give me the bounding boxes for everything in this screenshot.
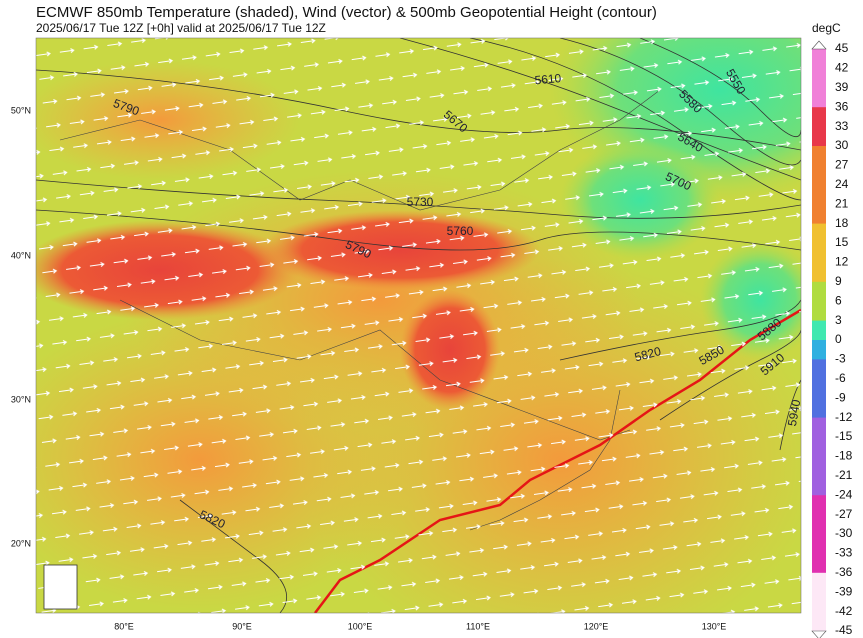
colorbar-unit: degC <box>812 21 841 35</box>
colorbar-swatch <box>812 378 826 399</box>
colorbar-tick-label: 42 <box>835 61 849 75</box>
title: ECMWF 850mb Temperature (shaded), Wind (… <box>36 4 657 21</box>
colorbar-tick-label: 12 <box>835 255 849 269</box>
contour-label: 5820 <box>633 344 663 365</box>
colorbar-swatch <box>812 495 826 516</box>
colorbar-tick-label: -27 <box>835 507 853 521</box>
colorbar-swatch <box>812 301 826 322</box>
contour-label: 5730 <box>407 195 434 209</box>
colorbar-swatch <box>812 592 826 613</box>
longitude-label: 100°E <box>348 621 373 631</box>
colorbar-swatch <box>812 437 826 457</box>
colorbar-swatch <box>812 340 826 360</box>
colorbar-swatch <box>812 126 826 147</box>
longitude-label: 110°E <box>466 621 490 631</box>
colorbar-tick-label: -42 <box>835 604 853 618</box>
colorbar-tick-label: 36 <box>835 99 849 113</box>
colorbar-tick-label: 24 <box>835 177 849 191</box>
colorbar-tick-label: -33 <box>835 546 853 560</box>
colorbar-cap <box>811 40 827 50</box>
latitude-label: 50°N <box>11 105 31 115</box>
colorbar-tick-label: 33 <box>835 119 849 133</box>
latitude-label: 20°N <box>11 538 31 548</box>
colorbar-swatch <box>812 165 826 186</box>
colorbar-tick-label: 6 <box>835 293 842 307</box>
colorbar-swatch <box>812 514 826 535</box>
colorbar-tick-label: 30 <box>835 138 849 152</box>
colorbar-swatch <box>812 417 826 438</box>
colorbar-swatch <box>812 49 826 69</box>
colorbar-swatch <box>812 534 826 554</box>
longitude-label: 80°E <box>114 621 134 631</box>
colorbar-tick-label: -12 <box>835 410 853 424</box>
colorbar-swatch <box>812 243 826 263</box>
colorbar-swatch <box>812 320 826 341</box>
longitude-label: 90°E <box>232 621 252 631</box>
colorbar-swatch <box>812 107 826 128</box>
colorbar-swatch <box>812 553 826 574</box>
colorbar-tick-label: -24 <box>835 487 853 501</box>
colorbar-tick-label: -45 <box>835 623 853 637</box>
colorbar-tick-label: 21 <box>835 196 849 210</box>
colorbar-tick-label: -36 <box>835 565 853 579</box>
colorbar-tick-label: 9 <box>835 274 842 288</box>
colorbar-swatch <box>812 398 826 419</box>
contour-label: 5940 <box>785 398 803 427</box>
colorbar-tick-label: 0 <box>835 332 842 346</box>
colorbar-tick-label: 39 <box>835 80 849 94</box>
colorbar-swatch <box>812 184 826 205</box>
colorbar-tick-label: 15 <box>835 235 849 249</box>
colorbar-swatch <box>812 456 826 477</box>
colorbar-swatch <box>812 572 826 593</box>
colorbar-swatch <box>812 146 826 166</box>
colorbar-tick-label: -18 <box>835 449 853 463</box>
colorbar-tick-label: 3 <box>835 313 842 327</box>
colorbar-swatch <box>812 611 826 632</box>
latitude-label: 30°N <box>11 394 31 404</box>
colorbar-tick-label: 27 <box>835 158 849 172</box>
colorbar-swatch <box>812 262 826 283</box>
longitude-label: 130°E <box>702 621 727 631</box>
longitude-label: 120°E <box>584 621 609 631</box>
colorbar-swatch <box>812 223 826 244</box>
contour-label: 5610 <box>534 71 562 87</box>
colorbar-tick-label: -21 <box>835 468 853 482</box>
colorbar-tick-label: -30 <box>835 526 853 540</box>
colorbar-swatch <box>812 68 826 89</box>
latitude-label: 40°N <box>11 250 31 260</box>
contour-label: 5760 <box>447 224 474 238</box>
colorbar-tick-label: -3 <box>835 352 846 366</box>
colorbar-tick-label: -6 <box>835 371 846 385</box>
colorbar-tick-label: -15 <box>835 429 853 443</box>
colorbar-swatch <box>812 281 826 302</box>
subtitle: 2025/06/17 Tue 12Z [+0h] valid at 2025/0… <box>36 21 326 35</box>
colorbar-tick-label: -9 <box>835 390 846 404</box>
colorbar-swatch <box>812 204 826 225</box>
colorbar-tick-label: 18 <box>835 216 849 230</box>
colorbar-tick-label: -39 <box>835 584 853 598</box>
colorbar-swatch <box>812 359 826 380</box>
colorbar-tick-label: 45 <box>835 41 849 55</box>
colorbar-swatch <box>812 475 826 496</box>
colorbar-cap <box>811 630 827 638</box>
colorbar-swatch <box>812 87 826 108</box>
